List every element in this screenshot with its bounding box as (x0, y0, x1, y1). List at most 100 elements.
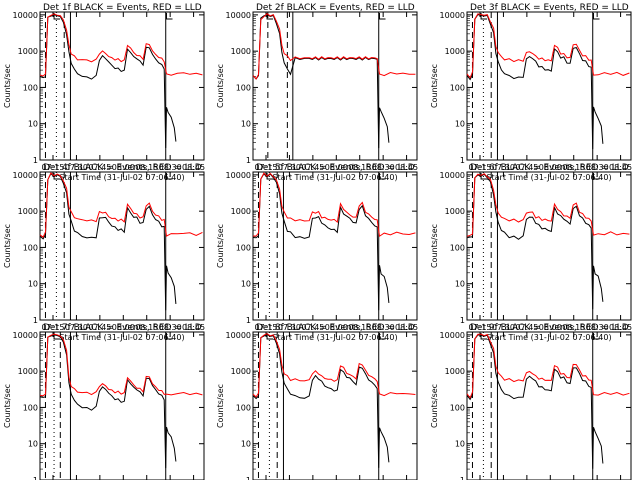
plot-frame (252, 331, 418, 480)
x-tick-label: 08:00 (112, 163, 135, 172)
y-tick-label: 100 (450, 243, 465, 252)
x-tick-label: 07:15 (41, 323, 64, 332)
plot-frame (466, 331, 632, 480)
series-line-events (252, 333, 390, 468)
y-tick-label: 1000 (445, 367, 465, 376)
series-line-events (252, 13, 390, 149)
x-tick-label: 08:45 (395, 323, 418, 332)
corner-marker (593, 173, 600, 180)
corner-marker (166, 13, 173, 20)
y-tick-label: 100 (23, 83, 38, 92)
x-tick-label: 08:45 (609, 163, 632, 172)
x-axis-label: Start Time (31-Jul-02 07:06:40) (486, 333, 611, 342)
x-axis-label: Start Time (31-Jul-02 07:06:40) (59, 173, 184, 182)
series-line-events (466, 14, 604, 150)
y-tick-label: 100 (450, 403, 465, 412)
y-tick-label: 10000 (226, 171, 251, 180)
detector-panel-4: Det 4f BLACK = Events, RED = LLD 1 10 100 10… (3, 163, 205, 342)
y-tick-label: 100 (450, 83, 465, 92)
panel-title: Det 9f BLACK = Events, RED = LLD (470, 323, 629, 333)
x-tick-label: 07:45 (301, 163, 324, 172)
y-tick-label: 1000 (445, 47, 465, 56)
x-tick-label: 08:00 (112, 323, 135, 332)
y-tick-label: 10000 (440, 331, 465, 340)
corner-marker (593, 13, 600, 20)
x-tick-label: 07:45 (88, 163, 111, 172)
x-tick-label: 08:30 (586, 323, 609, 332)
panel-title: Det 8f BLACK = Events, RED = LLD (256, 323, 415, 333)
x-tick-label: 07:45 (88, 323, 111, 332)
x-tick-label: 08:00 (325, 163, 348, 172)
y-axis-label: Counts/sec (216, 224, 225, 268)
detector-panel-1: Det 1f BLACK = Events, RED = LLD 1 10 100 10… (3, 3, 205, 182)
plot-frame (252, 171, 418, 321)
y-tick-label: 1 (33, 316, 38, 325)
x-tick-label: 08:15 (348, 163, 371, 172)
x-axis-label: Start Time (31-Jul-02 07:06:40) (486, 173, 611, 182)
y-axis-label: Counts/sec (430, 384, 439, 428)
y-tick-label: 10 (455, 440, 465, 449)
y-tick-label: 10 (28, 120, 38, 129)
y-tick-label: 1 (246, 316, 251, 325)
x-tick-label: 07:30 (65, 323, 88, 332)
y-tick-label: 10 (28, 280, 38, 289)
x-tick-label: 07:15 (41, 163, 64, 172)
y-tick-label: 1000 (231, 207, 251, 216)
series-line-events (252, 173, 390, 311)
y-tick-label: 10000 (440, 11, 465, 20)
y-tick-label: 10000 (226, 11, 251, 20)
detector-panel-8: Det 8f BLACK = Events, RED = LLD 1 10 100 10… (216, 323, 418, 480)
panel-title: Det 6f BLACK = Events, RED = LLD (470, 163, 629, 173)
plot-frame (466, 11, 632, 161)
x-tick-label: 07:45 (301, 323, 324, 332)
corner-marker (53, 173, 61, 180)
y-axis-label: Counts/sec (430, 224, 439, 268)
detector-panel-9: Det 9f BLACK = Events, RED = LLD 1 10 100 10… (430, 323, 632, 480)
y-tick-label: 100 (23, 403, 38, 412)
y-axis-label: Counts/sec (3, 384, 12, 428)
series-line-lld (466, 333, 630, 399)
y-tick-label: 10000 (440, 171, 465, 180)
x-tick-label: 08:15 (135, 163, 158, 172)
x-tick-label: 07:45 (515, 323, 538, 332)
corner-marker (379, 13, 386, 20)
series-line-events (39, 172, 177, 311)
corner-marker (266, 173, 274, 180)
x-tick-label: 08:45 (395, 163, 418, 172)
y-tick-label: 1 (33, 476, 38, 480)
series-line-lld (252, 13, 416, 80)
y-tick-label: 10 (241, 440, 251, 449)
x-tick-label: 08:45 (609, 323, 632, 332)
x-tick-label: 08:30 (159, 323, 182, 332)
series-line-lld (252, 333, 416, 398)
corner-marker (593, 333, 600, 340)
panel-title: Det 3f BLACK = Events, RED = LLD (470, 3, 629, 13)
x-axis-label: Start Time (31-Jul-02 07:06:40) (272, 333, 397, 342)
y-tick-label: 100 (236, 403, 251, 412)
series-line-lld (39, 172, 203, 238)
x-axis-label: Start Time (31-Jul-02 07:06:40) (59, 333, 184, 342)
x-tick-label: 07:15 (254, 323, 277, 332)
y-tick-label: 1000 (18, 207, 38, 216)
series-line-lld (466, 173, 630, 237)
detector-panel-2: Det 2f BLACK = Events, RED = LLD 1 10 100 10… (216, 3, 418, 182)
x-tick-label: 07:15 (254, 163, 277, 172)
corner-marker (379, 173, 386, 180)
y-tick-label: 1000 (18, 367, 38, 376)
detector-panel-3: Det 3f BLACK = Events, RED = LLD 1 10 100 10… (430, 3, 632, 182)
plot-frame (466, 171, 632, 321)
series-line-events (466, 334, 604, 469)
x-tick-label: 07:15 (468, 163, 491, 172)
corner-marker (379, 333, 386, 340)
y-tick-label: 10 (241, 280, 251, 289)
corner-marker (166, 173, 173, 180)
y-tick-label: 1 (460, 156, 465, 165)
x-tick-label: 08:45 (182, 163, 205, 172)
y-tick-label: 100 (236, 83, 251, 92)
series-line-lld (39, 13, 203, 77)
y-tick-label: 1000 (445, 207, 465, 216)
x-tick-label: 07:30 (65, 163, 88, 172)
y-tick-label: 1 (246, 156, 251, 165)
x-tick-label: 08:00 (539, 323, 562, 332)
